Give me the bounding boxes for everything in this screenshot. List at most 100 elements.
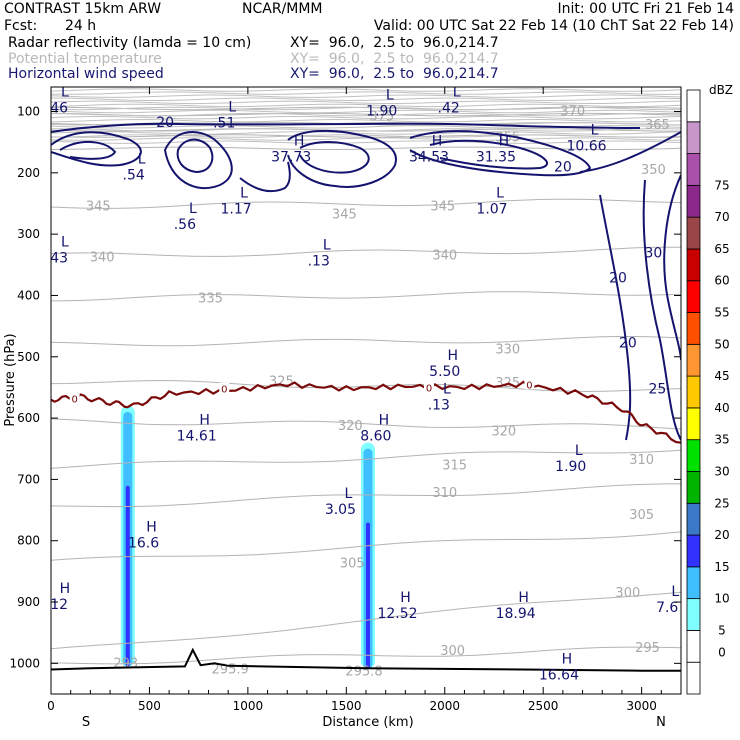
low-marker: L [496, 185, 504, 201]
theta-label: 335 [198, 292, 223, 307]
theta-label: 295 [635, 641, 660, 656]
colorbar-swatch [686, 502, 701, 536]
theta-contour-345 [51, 198, 681, 209]
extremum-value: 1.90 [555, 459, 586, 475]
extremum-value: 7.6 [656, 600, 678, 616]
theta-contour-315 [51, 449, 681, 469]
wind-contour-label: 20 [156, 115, 174, 131]
colorbar-level-label: 50 [714, 337, 729, 351]
wind-contour-label: 30 [645, 246, 663, 262]
extremum-value: .12 [46, 597, 68, 613]
theta-label: 365 [645, 118, 670, 133]
extremum-value: 5.50 [429, 364, 460, 380]
theta-label: 310 [629, 453, 654, 468]
theta-label: 305 [629, 508, 654, 523]
theta-label: 345 [430, 200, 455, 215]
freezing-level-label: 0 [71, 394, 77, 405]
jet-contour-25 [51, 131, 142, 167]
low-marker: L [61, 234, 69, 250]
theta-contour-upper [51, 128, 681, 132]
jet-contour-right [409, 130, 592, 177]
x-axis-label: Distance (km) [322, 715, 413, 730]
colorbar-swatch [686, 439, 701, 472]
low-marker: L [453, 84, 461, 100]
jet-contour-30 [59, 140, 117, 160]
terrain-layer [51, 647, 681, 672]
colorbar-level-label: 55 [714, 306, 729, 320]
x-tick-label: 0 [47, 699, 55, 713]
colorbar-level-label: 75 [714, 178, 729, 192]
theta-label: 345 [86, 200, 111, 215]
theta-label: 370 [560, 105, 585, 120]
field-theta-name: Potential temperature [8, 51, 162, 67]
model-title: CONTRAST 15km ARW [4, 1, 162, 17]
fcst-label: Fcst: [4, 18, 38, 34]
colorbar-level-label: 65 [714, 242, 729, 256]
theta-label: 340 [90, 250, 115, 265]
reflectivity-column-2-band-3 [365, 522, 370, 669]
colorbar-swatch [686, 375, 701, 409]
y-tick-label: 500 [17, 350, 40, 364]
extremum-value: 37.73 [271, 149, 311, 165]
freezing-level-label: 0 [426, 383, 432, 394]
theta-contour-325 [51, 379, 681, 393]
wind-contour-label: 20 [554, 160, 572, 176]
wind-contour-label: 25 [648, 382, 666, 398]
colorbar-level-label: 40 [714, 401, 729, 415]
x-tick-label: 3000 [626, 699, 657, 713]
wind-contours-layer: 20 20 20 20 25 30 [51, 115, 681, 441]
colorbar-swatch [686, 153, 701, 186]
jet-contour-left-lobe [163, 130, 233, 190]
freezing-label-bg [524, 378, 535, 390]
colorbar-level-label: 25 [714, 496, 729, 510]
y-tick-label: 700 [17, 472, 40, 486]
freezing-level-label: 0 [221, 385, 227, 396]
jet-contour-northeast-20 [579, 131, 681, 173]
high-marker: H [400, 590, 411, 606]
high-marker: H [60, 581, 71, 597]
colorbar-level-label: 0 [718, 645, 726, 659]
y-tick-label: 800 [17, 534, 40, 548]
high-marker: H [146, 520, 157, 536]
colorbar-level-label: 30 [714, 464, 729, 478]
freezing-label-bg [424, 381, 434, 393]
jet-contour-northeast-35 [663, 174, 681, 361]
wind-contour-label: 20 [619, 336, 637, 352]
wind-contour-label: 20 [609, 271, 627, 287]
theta-label: 315 [442, 458, 467, 473]
colorbar-swatch [686, 312, 701, 345]
extremum-value: 3.05 [325, 502, 356, 518]
freezing-level-line [51, 380, 681, 444]
endpoint-north: N [656, 715, 666, 730]
extremum-value: 1.17 [220, 201, 251, 217]
field-wind-name: Horizontal wind speed [8, 66, 164, 82]
colorbar-level-label: 15 [714, 560, 729, 574]
endpoint-south: S [82, 715, 90, 730]
theta-contour-340 [51, 246, 681, 257]
theta-label: 300 [440, 644, 465, 659]
colorbar-swatch [686, 598, 701, 631]
theta-label: 305 [340, 556, 365, 571]
colorbar-level-label: 20 [714, 528, 729, 542]
extremum-value: .51 [213, 116, 235, 132]
low-marker: L [323, 238, 331, 254]
low-marker: L [240, 185, 248, 201]
jet-contour-20 [51, 122, 641, 133]
x-tick-label: 500 [138, 699, 161, 713]
high-marker: H [199, 412, 210, 428]
theta-label: 345 [332, 208, 357, 223]
colorbar-swatch [686, 661, 701, 695]
extremum-value: .13 [428, 398, 450, 414]
colorbar-swatch [686, 471, 701, 504]
theta-label: 293 [113, 656, 138, 671]
valid-time: Valid: 00 UTC Sat 22 Feb 14 (10 ChT Sat … [373, 18, 734, 34]
jet-contour-northeast-30 [642, 179, 681, 441]
theta-contour-upper [51, 134, 681, 138]
low-marker: L [591, 122, 599, 138]
jet-contour-northeast-25 [599, 194, 632, 441]
y-tick-label: 300 [17, 227, 40, 241]
colorbar-swatch [686, 534, 701, 568]
colorbar-swatch [686, 216, 701, 250]
terrain-line [51, 647, 681, 672]
jet-contour-right-inner [429, 139, 548, 170]
